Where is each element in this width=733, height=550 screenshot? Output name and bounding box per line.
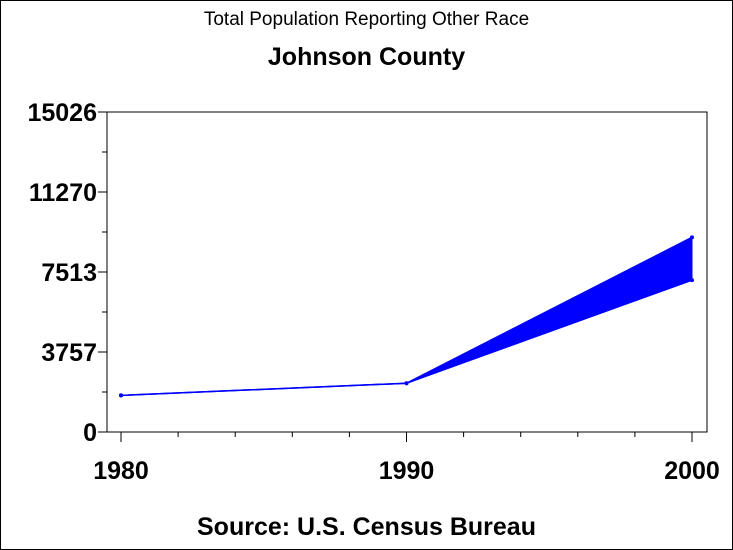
data-point [690, 235, 694, 240]
y-tick-label: 15026 [27, 99, 97, 127]
x-tick-label: 2000 [664, 457, 720, 485]
series-line-1 [120, 236, 693, 397]
x-tick-label: 1980 [93, 457, 149, 485]
y-axis-tick-labels: 0 3757 7513 11270 15026 [27, 99, 97, 447]
y-tick-label: 3757 [41, 339, 97, 367]
tick-marks [98, 111, 693, 442]
data-point [690, 278, 694, 283]
y-tick-label: 7513 [41, 259, 97, 287]
y-tick-label: 11270 [29, 179, 97, 207]
y-tick-label: 0 [83, 419, 97, 447]
series-band [120, 236, 693, 396]
x-axis-tick-labels: 1980 1990 2000 [93, 457, 720, 485]
data-point [404, 381, 409, 386]
chart-subtitle: Johnson County [267, 43, 466, 71]
chart-title: Total Population Reporting Other Race [203, 9, 530, 30]
data-point [119, 393, 123, 398]
series-marks [119, 235, 694, 398]
x-tick-label: 1990 [379, 457, 435, 485]
source-note: Source: U.S. Census Bureau [197, 513, 536, 541]
